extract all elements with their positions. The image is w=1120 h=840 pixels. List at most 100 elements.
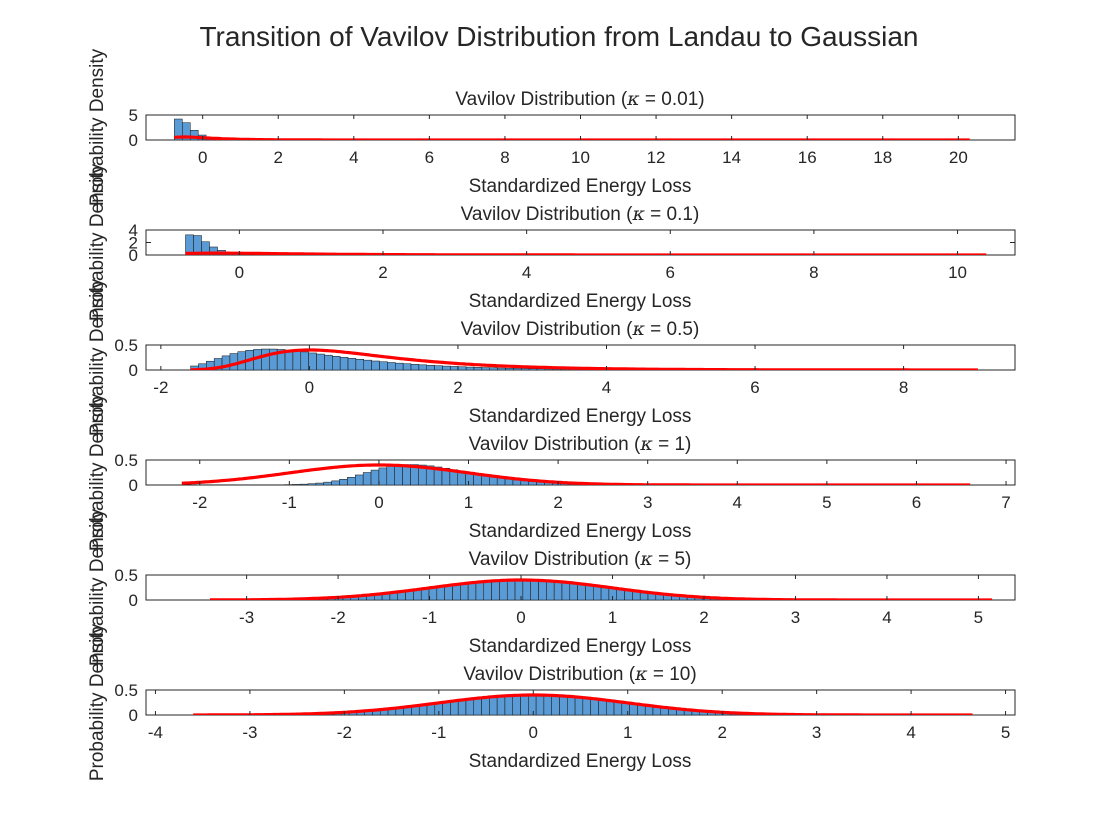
histogram-bar [339, 357, 349, 370]
histogram-bar [426, 365, 435, 370]
x-tick-label: -3 [239, 608, 254, 627]
histogram-bar [491, 580, 500, 600]
y-tick-label: 0 [129, 131, 138, 150]
x-tick-label: 0 [305, 378, 314, 397]
x-tick-label: 6 [750, 378, 759, 397]
x-tick-label: -4 [148, 723, 163, 742]
x-tick-label: 4 [733, 493, 742, 512]
x-tick-label: -1 [422, 608, 437, 627]
y-axis-label: Probability Density [87, 278, 108, 436]
histogram-bar [452, 584, 461, 600]
histogram-bar [559, 695, 568, 715]
histogram-bar [569, 582, 578, 600]
histogram-bar [473, 697, 482, 715]
histogram-bar [514, 579, 524, 600]
histogram-bar [535, 694, 545, 715]
histogram-bar [331, 480, 340, 485]
histogram-bar [284, 349, 294, 370]
histogram-bar [379, 361, 388, 370]
density-curve [174, 135, 970, 140]
x-tick-label: 6 [912, 493, 921, 512]
histogram-bar [261, 348, 270, 370]
density-curve [185, 251, 987, 255]
y-tick-label: 0.5 [114, 566, 138, 585]
x-tick-label: -2 [192, 493, 207, 512]
x-tick-label: 3 [791, 608, 800, 627]
y-tick-label: 0 [129, 706, 138, 725]
x-axis-ticks: 0 2 4 6 8 10 12 14 16 18 20 [198, 115, 968, 167]
histogram-bar [315, 482, 324, 485]
x-tick-label: 10 [571, 148, 590, 167]
plot-area [174, 118, 970, 140]
kappa-symbol: κ [626, 88, 640, 110]
histogram-bar [538, 580, 547, 600]
histogram-bar [444, 585, 453, 600]
histogram-bar [497, 367, 506, 370]
histogram-bar [504, 695, 513, 715]
x-tick-label: 5 [1001, 723, 1010, 742]
x-axis-ticks: 0 2 4 6 8 10 [235, 230, 967, 282]
histogram-bar [520, 694, 529, 715]
y-tick-label: 0.5 [114, 336, 138, 355]
histogram-bar [300, 351, 309, 370]
histogram-bar [481, 697, 490, 715]
x-axis-ticks: -3 -2 -1 0 1 2 3 4 5 [239, 575, 983, 627]
x-tick-label: 2 [717, 723, 726, 742]
histogram-bars [193, 694, 973, 715]
y-tick-label: 0 [129, 361, 138, 380]
y-axis-ticks: 024 [129, 221, 1015, 265]
x-tick-label: 4 [349, 148, 358, 167]
x-tick-label: 14 [722, 148, 741, 167]
y-tick-label: 5 [129, 106, 138, 125]
histogram-bar [489, 696, 498, 715]
histogram-bar [499, 580, 508, 600]
histogram-bar [347, 477, 356, 485]
subplot-title-suffix: = 10) [648, 664, 697, 685]
histogram-bar [394, 464, 403, 485]
histogram-bar [332, 356, 341, 370]
x-tick-label: 18 [873, 148, 892, 167]
x-axis-ticks: -2 -1 0 1 2 3 4 5 6 7 [192, 460, 1011, 512]
histogram-bar [577, 583, 586, 600]
kappa-symbol: κ [631, 318, 645, 340]
y-axis-label: Probability Density [87, 623, 108, 781]
x-tick-label: -2 [331, 608, 346, 627]
x-tick-label: 0 [516, 608, 525, 627]
histogram-bar [229, 353, 239, 370]
histogram-bar [299, 483, 309, 485]
x-tick-label: 4 [522, 263, 531, 282]
density-curve [181, 463, 971, 485]
x-tick-label: 2 [553, 493, 562, 512]
histogram-bar [582, 697, 591, 715]
x-tick-label: -1 [282, 493, 297, 512]
histogram-bar [512, 695, 521, 715]
histogram-bar [528, 368, 538, 370]
subplot-title-suffix: = 0.1) [645, 204, 699, 225]
axes-box [145, 114, 1016, 141]
y-axis-ticks: 00.5 [114, 566, 1015, 610]
histogram-bar [339, 479, 348, 485]
plot-area [193, 693, 973, 715]
x-tick-label: 6 [425, 148, 434, 167]
histogram-bar [543, 694, 552, 715]
subplot-title-suffix: = 1) [653, 434, 692, 455]
x-tick-label: 6 [666, 263, 675, 282]
x-tick-label: 1 [623, 723, 632, 742]
subplot-title: Vavilov Distribution (κ = 0.1) [461, 203, 700, 225]
histogram-bar [598, 699, 607, 715]
y-tick-label: 0 [129, 476, 138, 495]
x-axis-label: Standardized Energy Loss [469, 176, 692, 197]
x-tick-label: 4 [882, 608, 891, 627]
histogram-bar [370, 469, 380, 485]
histogram-bar [530, 579, 539, 600]
x-tick-label: 10 [948, 263, 967, 282]
x-tick-label: -1 [431, 723, 446, 742]
x-tick-label: 5 [822, 493, 831, 512]
kappa-symbol: κ [634, 663, 648, 685]
histogram-bar [363, 359, 372, 370]
